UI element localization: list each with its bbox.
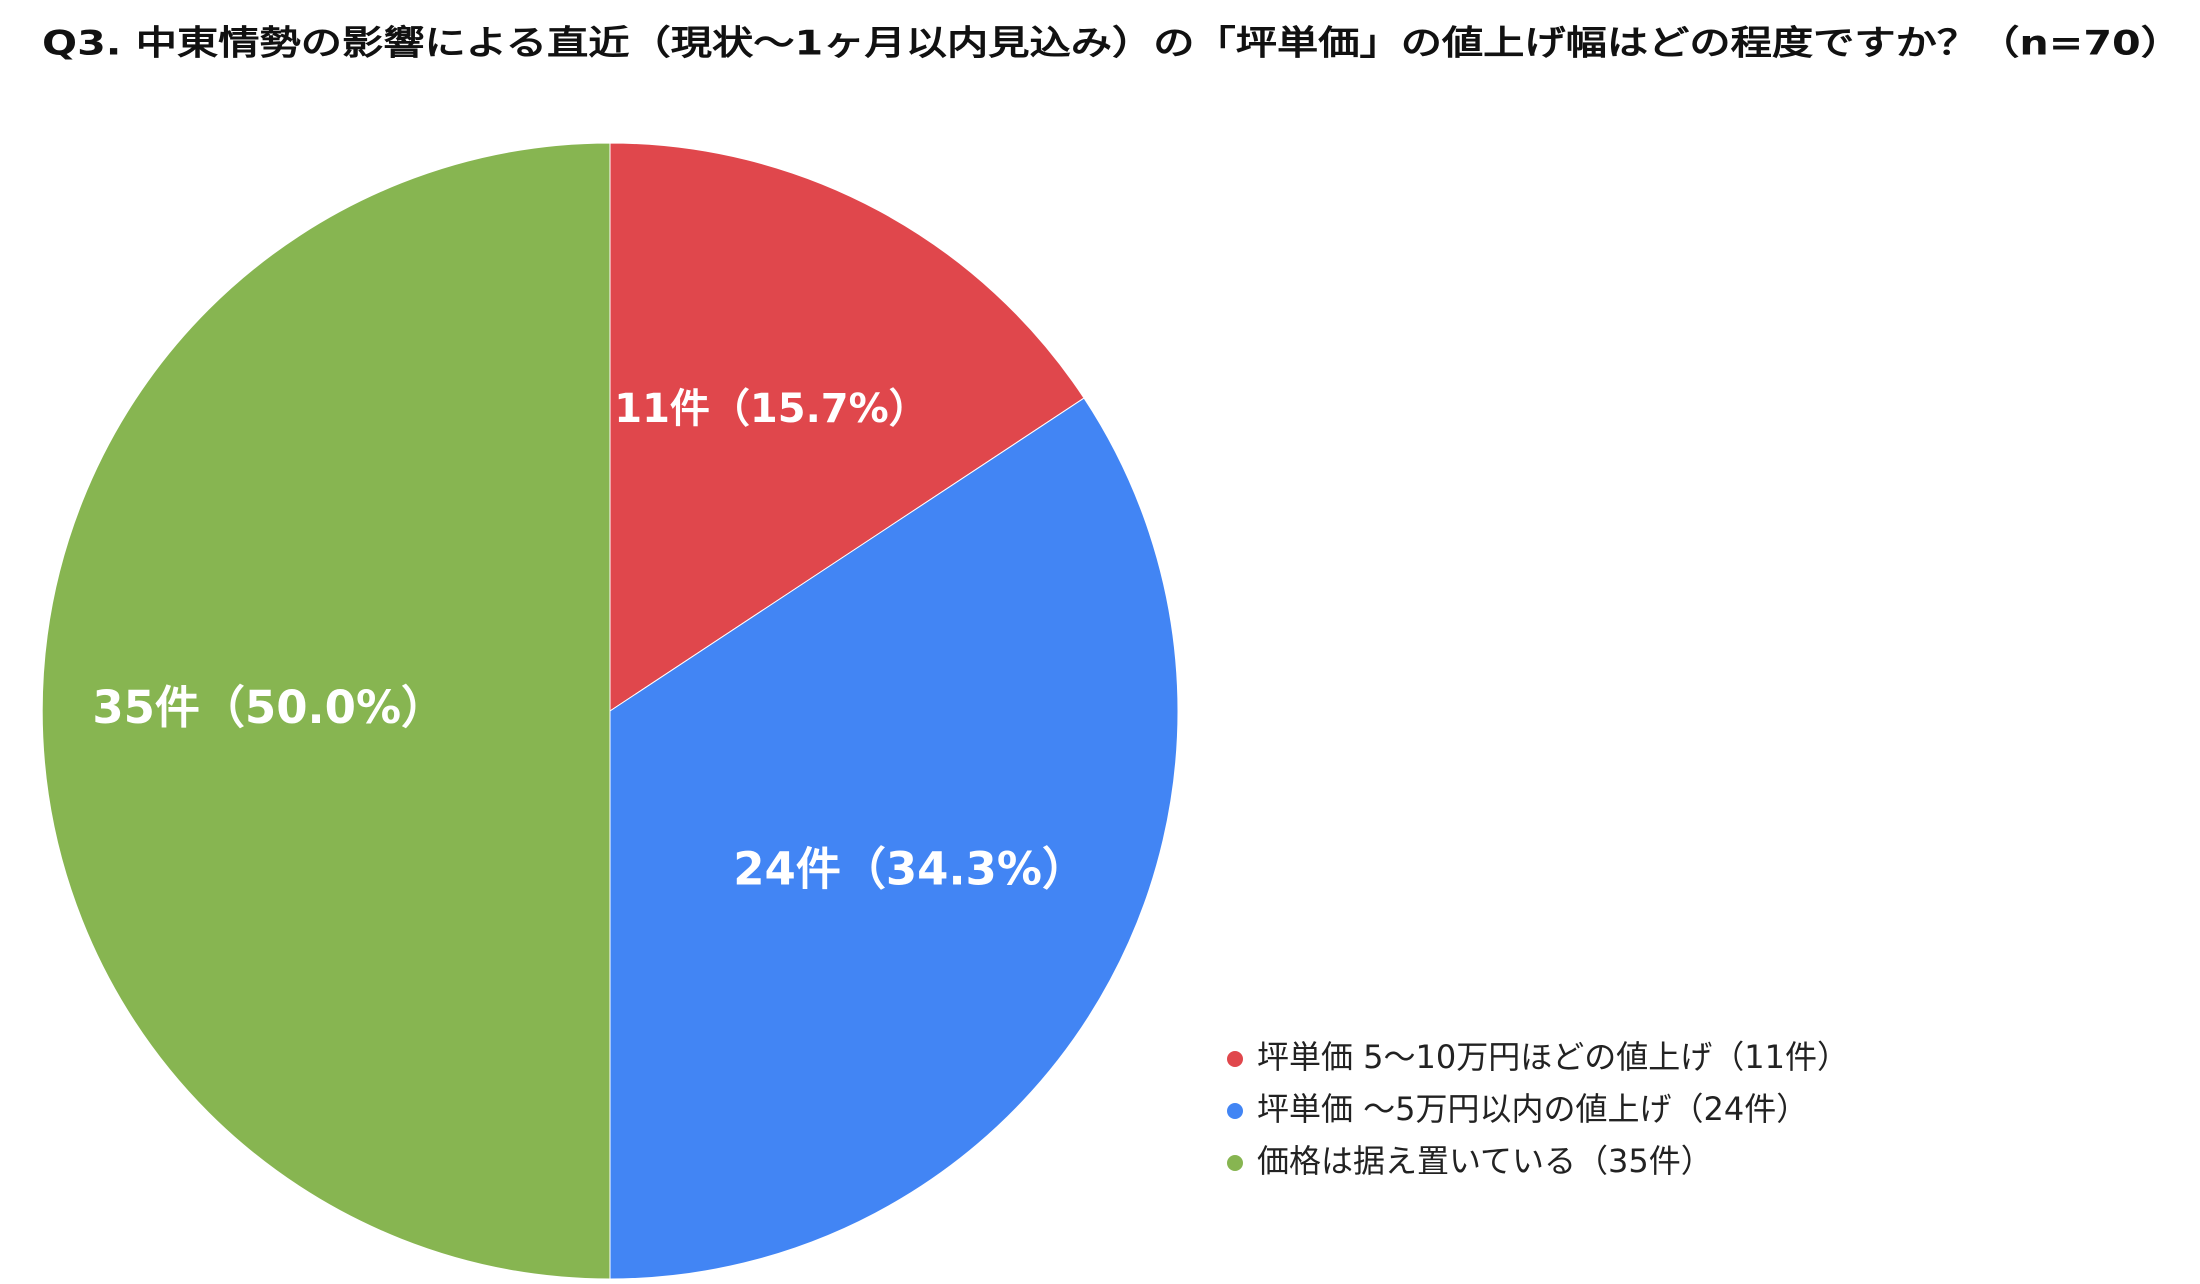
pie-slice (609, 397, 1179, 1280)
legend-marker (1227, 1103, 1243, 1119)
pie-slice (41, 142, 611, 1280)
legend-label: 価格は据え置いている（35件） (1257, 1142, 1713, 1180)
legend-label: 坪単価 〜5万円以内の値上げ（24件） (1257, 1090, 1808, 1128)
data-label: 24件（34.3%） (733, 842, 1087, 895)
legend-label: 坪単価 5〜10万円ほどの値上げ（11件） (1257, 1038, 1849, 1076)
pie-slice (609, 142, 1085, 712)
chart-title: Q3. 中東情勢の影響による直近（現状〜1ヶ月以内見込み）の「坪単価」の値上げ幅… (42, 24, 2182, 64)
data-label: 35件（50.0%） (92, 681, 446, 734)
data-label: 11件（15.7%） (614, 386, 928, 432)
legend-marker (1227, 1051, 1243, 1067)
legend-marker (1227, 1155, 1243, 1171)
